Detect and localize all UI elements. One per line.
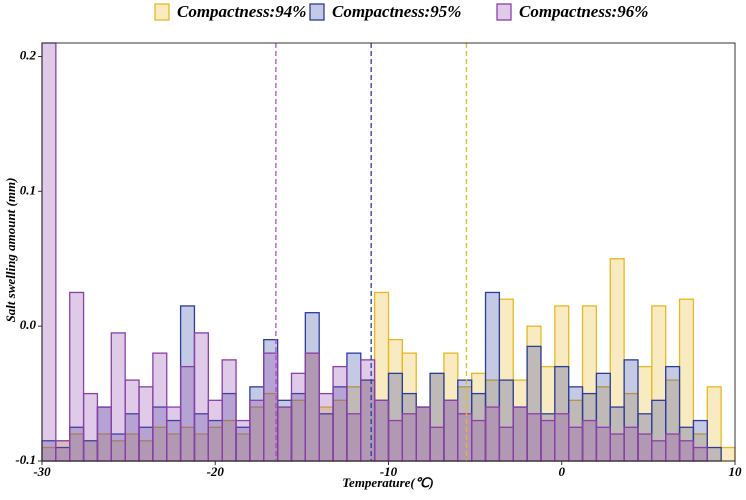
bar	[609, 433, 625, 462]
x-tick-label: -30	[33, 464, 51, 479]
bar	[706, 446, 722, 462]
bar	[568, 426, 584, 462]
bar	[595, 426, 611, 462]
bar	[678, 440, 695, 462]
bar	[387, 419, 404, 462]
bar	[360, 359, 376, 462]
x-tick-label: 0	[559, 464, 566, 479]
bar	[221, 359, 237, 462]
bar	[623, 426, 639, 462]
bar	[554, 413, 570, 462]
legend-label: Compactness:96%	[519, 2, 648, 21]
bar	[110, 332, 126, 462]
bar	[69, 291, 85, 462]
bar	[124, 379, 140, 462]
bar	[55, 440, 71, 462]
bar	[720, 446, 736, 462]
bar	[637, 433, 653, 462]
bar	[276, 406, 293, 462]
bar	[304, 352, 320, 462]
bar	[526, 413, 542, 462]
bar	[346, 413, 362, 462]
bar	[193, 332, 209, 462]
bar	[152, 352, 168, 462]
bar	[82, 392, 99, 462]
bar	[249, 399, 265, 462]
bar	[290, 372, 306, 462]
bar	[235, 419, 251, 462]
legend-swatch	[154, 3, 170, 21]
bar	[457, 413, 473, 462]
legend-swatch	[496, 3, 512, 21]
x-tick-label: 10	[729, 464, 743, 479]
y-tick-label: -0.1	[15, 452, 36, 467]
bar	[581, 419, 598, 462]
bar	[41, 42, 57, 462]
bar	[401, 413, 417, 462]
bar	[179, 365, 196, 462]
legend-label: Compactness:94%	[177, 2, 306, 21]
bar	[692, 446, 708, 462]
y-axis-label: Salt swelling amount (mm)	[3, 178, 18, 323]
bar	[471, 419, 487, 462]
bar	[96, 406, 112, 462]
legend-swatch	[309, 3, 325, 21]
y-tick-label: 0.0	[20, 317, 37, 332]
bar	[373, 399, 390, 462]
bar	[512, 406, 528, 462]
legend-label: Compactness:95%	[332, 2, 461, 21]
y-tick-label: 0.2	[20, 47, 37, 62]
y-tick-label: 0.1	[20, 182, 36, 197]
x-axis-label: Temperature(℃)	[342, 475, 433, 490]
bar	[443, 399, 459, 462]
bar	[332, 365, 348, 462]
bar	[540, 419, 556, 462]
bar	[318, 392, 334, 462]
bar	[166, 406, 182, 462]
bar	[207, 399, 223, 462]
bar	[651, 440, 667, 462]
bar	[138, 386, 154, 462]
bar	[498, 426, 514, 462]
bar	[429, 426, 445, 462]
x-tick-label: -20	[207, 464, 225, 479]
bar	[415, 406, 431, 462]
bar	[484, 406, 501, 462]
bar	[665, 433, 681, 462]
x-tick-label: -10	[380, 464, 398, 479]
